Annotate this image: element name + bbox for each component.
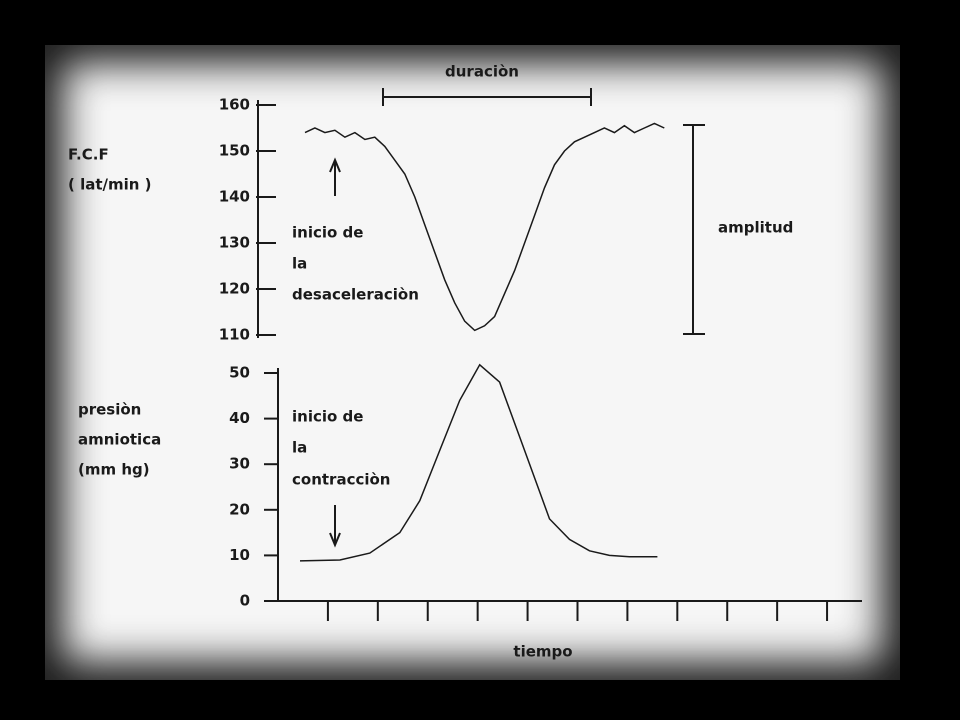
y-tick-label: 160 — [219, 96, 250, 114]
y-label: amniotica — [78, 431, 161, 449]
y-label: ( lat/min ) — [68, 176, 152, 194]
x-label: tiempo — [513, 643, 572, 661]
y-tick-label: 130 — [219, 234, 250, 252]
data-line — [304, 122, 665, 332]
y-tick-label: 20 — [229, 500, 250, 518]
y-tick-label: 10 — [229, 546, 250, 564]
y-tick-label: 140 — [219, 188, 250, 206]
y-tick-label: 50 — [229, 364, 250, 382]
panel — [45, 45, 900, 680]
arrow-up — [329, 157, 341, 196]
y-tick-label: 30 — [229, 455, 250, 473]
annotation: inicio de — [292, 408, 363, 426]
y-tick-label: 120 — [219, 280, 250, 298]
y-label: (mm hg) — [78, 461, 150, 479]
annotation: amplitud — [718, 219, 793, 237]
annotation: la — [292, 255, 307, 273]
annotation: duraciòn — [445, 63, 519, 81]
annotation: la — [292, 439, 307, 457]
amplitude-bracket — [683, 124, 705, 335]
data-line — [299, 363, 658, 562]
duration-bracket — [382, 88, 592, 106]
y-label: presiòn — [78, 401, 141, 419]
y-tick-label: 110 — [219, 326, 250, 344]
annotation: desaceleraciòn — [292, 286, 419, 304]
annotation: inicio de — [292, 224, 363, 242]
annotation: contracciòn — [292, 471, 390, 489]
y-tick-label: 150 — [219, 142, 250, 160]
y-tick-label: 40 — [229, 409, 250, 427]
y-tick-label: 0 — [240, 592, 250, 610]
arrow-down — [329, 505, 341, 548]
y-label: F.C.F — [68, 146, 109, 164]
